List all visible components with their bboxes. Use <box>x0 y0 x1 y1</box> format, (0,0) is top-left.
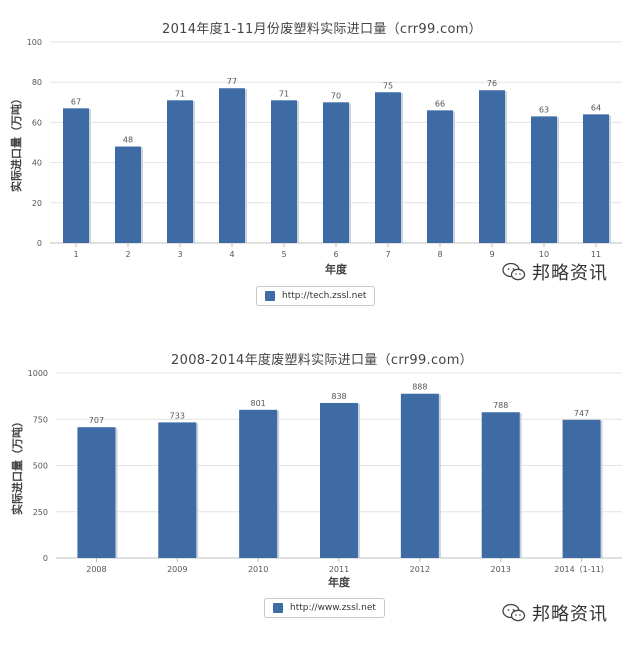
chart-title: 2014年度1-11月份废塑料实际进口量（crr99.com） <box>162 22 482 37</box>
bar <box>115 146 141 243</box>
legend-label: http://tech.zssl.net <box>282 291 367 301</box>
y-tick-label: 80 <box>32 78 42 87</box>
x-tick-label: 2011 <box>329 565 349 574</box>
y-axis-title: 实际进口量（万吨） <box>9 93 23 192</box>
data-label: 67 <box>71 97 81 106</box>
x-tick-label: 2010 <box>248 565 268 574</box>
y-tick-label: 1000 <box>28 369 48 378</box>
y-tick-label: 60 <box>32 118 42 127</box>
data-label: 66 <box>435 99 445 108</box>
bar <box>63 108 89 243</box>
wechat-icon <box>502 603 526 622</box>
bar <box>77 427 116 558</box>
legend[interactable]: http://www.zssl.net <box>264 598 385 618</box>
y-tick-label: 100 <box>27 38 42 47</box>
data-label: 707 <box>89 416 104 425</box>
bar-chart-yearly: 0 250 500 750 1000 707 2008 733 2009 801 2010 838 20… <box>10 369 622 589</box>
data-label: 48 <box>123 136 133 145</box>
bar <box>400 393 439 558</box>
bar <box>219 88 245 243</box>
data-label: 63 <box>539 105 549 114</box>
bar <box>167 100 193 243</box>
bar <box>239 409 278 558</box>
x-tick-label: 2014（1-11） <box>554 565 609 574</box>
x-axis-title: 年度 <box>325 262 348 276</box>
data-label: 75 <box>383 81 393 90</box>
bar <box>158 422 197 558</box>
x-tick-label: 3 <box>177 250 182 259</box>
watermark-text: 邦略资讯 <box>532 263 608 284</box>
data-label: 838 <box>331 392 346 401</box>
bar <box>562 419 601 558</box>
x-tick-label: 8 <box>437 250 442 259</box>
data-label: 788 <box>493 401 508 410</box>
bar-chart-monthly: 0 20 40 60 80 100 67 1 48 2 71 3 77 4 71 5 70 6 75 7 66 8 76 9 6… <box>9 38 622 276</box>
x-tick-label: 2 <box>125 250 130 259</box>
data-label: 888 <box>412 383 427 392</box>
x-tick-label: 2013 <box>491 565 511 574</box>
x-tick-label: 6 <box>333 250 338 259</box>
data-label: 71 <box>279 89 289 98</box>
data-label: 76 <box>487 79 497 88</box>
bar <box>583 114 609 243</box>
data-label: 747 <box>574 409 589 418</box>
bar <box>375 92 401 243</box>
x-tick-label: 2009 <box>167 565 187 574</box>
x-tick-label: 4 <box>229 250 234 259</box>
bar <box>479 90 505 244</box>
bar <box>427 110 453 243</box>
x-tick-label: 2008 <box>86 565 106 574</box>
watermark: 邦略资讯 <box>502 259 608 285</box>
watermark-text: 邦略资讯 <box>532 604 608 625</box>
y-tick-label: 0 <box>37 239 42 248</box>
x-tick-label: 2012 <box>410 565 430 574</box>
chart-title: 2008-2014年度废塑料实际进口量（crr99.com） <box>171 353 473 368</box>
legend-swatch <box>265 291 275 301</box>
y-tick-label: 250 <box>33 508 48 517</box>
bar <box>271 100 297 243</box>
y-tick-label: 500 <box>33 462 48 471</box>
data-label: 801 <box>251 399 266 408</box>
data-label: 70 <box>331 91 341 100</box>
wechat-icon <box>502 262 526 281</box>
x-tick-label: 11 <box>591 250 601 259</box>
data-label: 77 <box>227 77 237 86</box>
y-tick-label: 20 <box>32 199 42 208</box>
x-tick-label: 7 <box>385 250 390 259</box>
legend-label: http://www.zssl.net <box>290 603 376 613</box>
bar <box>531 116 557 243</box>
y-axis-title: 实际进口量（万吨） <box>10 416 24 515</box>
y-tick-label: 0 <box>43 554 48 563</box>
bar <box>323 102 349 243</box>
watermark: 邦略资讯 <box>502 600 608 626</box>
x-tick-label: 1 <box>73 250 78 259</box>
legend-swatch <box>273 603 283 613</box>
y-tick-label: 40 <box>32 159 42 168</box>
legend[interactable]: http://tech.zssl.net <box>256 286 376 306</box>
data-label: 71 <box>175 89 185 98</box>
x-tick-label: 10 <box>539 250 549 259</box>
x-axis-title: 年度 <box>328 575 351 589</box>
bar <box>319 402 359 558</box>
data-label: 64 <box>591 103 601 112</box>
data-label: 733 <box>170 411 185 420</box>
y-tick-label: 750 <box>33 415 48 424</box>
x-tick-label: 9 <box>489 250 494 259</box>
chart-panel-yearly: 2008-2014年度废塑料实际进口量（crr99.com） 0 250 500 75… <box>0 330 644 653</box>
chart-panel-monthly: 2014年度1-11月份废塑料实际进口量（crr99.com） 0 20 40 60 8… <box>0 0 644 310</box>
bar <box>481 412 520 558</box>
x-tick-label: 5 <box>281 250 286 259</box>
